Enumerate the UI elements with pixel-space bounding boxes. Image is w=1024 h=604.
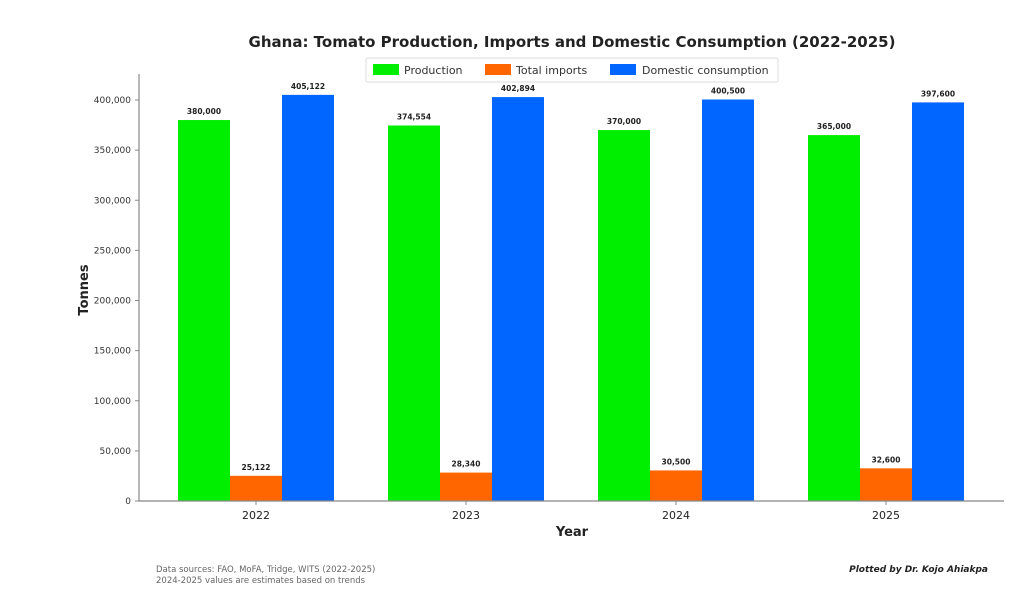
legend-label-total-imports: Total imports bbox=[515, 64, 588, 77]
bar-domestic-consumption-2025 bbox=[912, 102, 964, 501]
footer-notes: Data sources: FAO, MoFA, Tridge, WITS (2… bbox=[156, 565, 375, 587]
x-tick-label-2023: 2023 bbox=[452, 509, 480, 522]
legend-swatch-domestic-consumption bbox=[610, 64, 636, 75]
bar-production-2025 bbox=[808, 135, 860, 501]
bar-domestic-consumption-2024 bbox=[702, 99, 754, 501]
y-axis-ticks: 0 50,000 100,000 150,000 200,000 250,000 300,0… bbox=[94, 96, 139, 507]
x-axis-ticks: 2022 2023 2024 2025 bbox=[242, 501, 900, 522]
data-label-production-2025: 365,000 bbox=[817, 122, 851, 131]
chart-title: Ghana: Tomato Production, Imports and Do… bbox=[249, 33, 896, 51]
data-label-total-imports-2022: 25,122 bbox=[242, 463, 271, 472]
data-label-domestic-consumption-2024: 400,500 bbox=[711, 86, 745, 95]
bar-domestic-consumption-2022 bbox=[282, 94, 334, 501]
data-label-domestic-consumption-2025: 397,600 bbox=[921, 89, 955, 98]
legend-swatch-production bbox=[373, 64, 399, 75]
data-label-production-2022: 380,000 bbox=[187, 107, 221, 116]
data-label-total-imports-2023: 28,340 bbox=[452, 460, 481, 469]
y-tick-label: 150,000 bbox=[94, 347, 131, 357]
y-axis-label: Tonnes bbox=[77, 264, 92, 315]
bar-production-2022 bbox=[178, 120, 230, 502]
legend-swatch-total-imports bbox=[485, 64, 511, 75]
y-tick-label: 200,000 bbox=[94, 297, 131, 307]
data-label-domestic-consumption-2023: 402,894 bbox=[501, 84, 535, 93]
y-tick-label: 0 bbox=[125, 497, 131, 507]
data-label-production-2024: 370,000 bbox=[607, 117, 641, 126]
y-tick-label: 50,000 bbox=[100, 447, 132, 457]
x-tick-label-2024: 2024 bbox=[662, 509, 690, 522]
data-label-total-imports-2025: 32,600 bbox=[872, 455, 901, 464]
y-tick-label: 350,000 bbox=[94, 146, 131, 156]
x-axis-label: Year bbox=[555, 525, 589, 540]
bar-production-2024 bbox=[598, 130, 650, 501]
credit-text: Plotted by Dr. Kojo Ahiakpa bbox=[849, 565, 988, 575]
x-tick-label-2022: 2022 bbox=[242, 509, 270, 522]
bar-total-imports-2025 bbox=[860, 468, 912, 501]
legend: Production Total imports Domestic consum… bbox=[365, 57, 779, 83]
y-tick-label: 400,000 bbox=[94, 96, 131, 106]
y-tick-label: 100,000 bbox=[94, 397, 131, 407]
data-label-total-imports-2024: 30,500 bbox=[662, 457, 691, 466]
bar-total-imports-2023 bbox=[440, 472, 492, 501]
bar-production-2023 bbox=[388, 125, 440, 501]
legend-frame bbox=[365, 57, 779, 83]
legend-label-production: Production bbox=[404, 64, 463, 77]
y-tick-label: 250,000 bbox=[94, 246, 131, 256]
bar-total-imports-2022 bbox=[230, 475, 282, 501]
estimate-note-text: 2024-2025 values are estimates based on … bbox=[156, 576, 366, 586]
bars-group: 380,000 25,122 405,122 374,554 28,340 402,894… bbox=[178, 82, 964, 502]
bar-total-imports-2024 bbox=[650, 470, 702, 501]
data-label-domestic-consumption-2022: 405,122 bbox=[291, 82, 325, 91]
data-sources-text: Data sources: FAO, MoFA, Tridge, WITS (2… bbox=[156, 565, 376, 575]
data-label-production-2023: 374,554 bbox=[397, 113, 431, 122]
y-tick-label: 300,000 bbox=[94, 196, 131, 206]
legend-label-domestic-consumption: Domestic consumption bbox=[642, 64, 769, 77]
bar-domestic-consumption-2023 bbox=[492, 97, 544, 502]
x-tick-label-2025: 2025 bbox=[872, 509, 900, 522]
